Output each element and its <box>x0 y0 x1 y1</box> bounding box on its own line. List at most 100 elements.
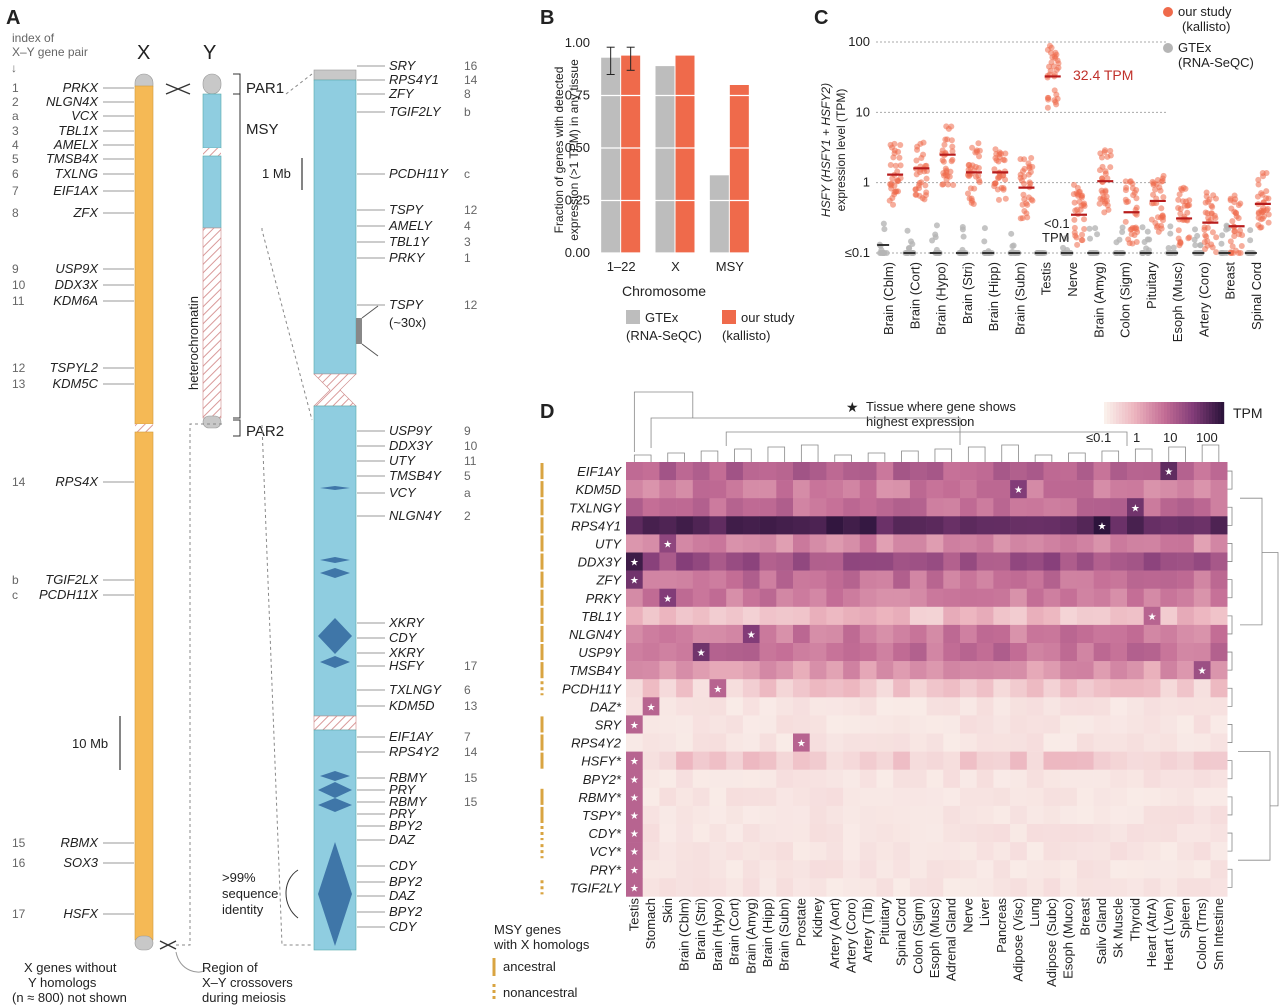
heatmap-cell <box>676 860 694 879</box>
c-ours-point <box>949 143 956 150</box>
heatmap-cell <box>1093 733 1111 752</box>
y-gene-name: BPY2 <box>389 904 423 919</box>
panel-b-label: B <box>540 7 554 29</box>
x-gene-name: TBL1X <box>58 123 99 138</box>
heatmap-cell <box>826 787 844 807</box>
heatmap-cell <box>859 516 877 535</box>
heatmap-cell <box>759 570 777 589</box>
heatmap-cell <box>1177 878 1195 897</box>
heatmap-cell <box>726 570 744 589</box>
heatmap-cell <box>793 860 810 879</box>
c-ours-point <box>916 179 923 186</box>
heatmap-cell <box>642 697 660 716</box>
heatmap-cell <box>1193 824 1211 843</box>
c-ours-point <box>1074 241 1081 248</box>
heatmap-cell <box>659 697 677 716</box>
heatmap-cell <box>709 715 727 734</box>
heatmap-cell <box>1193 715 1211 734</box>
heatmap-cell <box>960 552 977 571</box>
heatmap-cell <box>826 733 844 752</box>
heatmap-cell <box>1060 624 1078 644</box>
heatmap-cell <box>776 552 794 571</box>
heatmap-cell <box>692 842 710 861</box>
colorbar-segment <box>1188 402 1192 424</box>
heatmap-cell <box>859 552 877 571</box>
heatmap-cell <box>659 860 677 879</box>
c-gtex-point <box>1167 223 1174 230</box>
heatmap-cell <box>776 787 794 807</box>
c-ours-point <box>964 172 971 179</box>
y-gene-index: 3 <box>464 235 471 249</box>
heatmap-cell <box>1143 588 1161 608</box>
heatmap-cell <box>809 516 827 535</box>
c-ours-point <box>1148 216 1155 223</box>
colorbar-segment <box>1176 402 1180 424</box>
c-gtex-point <box>1144 228 1151 235</box>
colorbar-segment <box>1170 402 1174 424</box>
heatmap-cell <box>776 498 794 517</box>
c-ours-point <box>1002 176 1009 183</box>
c-ours-point <box>1158 205 1165 212</box>
heatmap-cell <box>1143 570 1161 589</box>
heatmap-cell <box>909 624 927 644</box>
heatmap-cell <box>776 462 794 481</box>
heatmap-cell <box>976 588 994 608</box>
heatmap-row-label: DAZ* <box>590 699 622 714</box>
heatmap-cell <box>1177 715 1195 734</box>
heatmap-cell <box>1193 480 1211 499</box>
colorbar-segment <box>1215 402 1219 424</box>
heatmap-cell <box>759 733 777 752</box>
y-par2-cap <box>202 415 222 429</box>
heatmap-cell <box>742 480 760 499</box>
heatmap-cell <box>976 878 994 897</box>
heatmap-cell <box>776 516 794 535</box>
c-ours-point <box>1071 199 1078 206</box>
highest-expression-star-icon: ★ <box>630 720 639 731</box>
heatmap-cell <box>676 534 694 553</box>
heatmap-column-label: Brain (Stri) <box>693 898 708 960</box>
heatmap-cell <box>1076 643 1094 662</box>
heatmap-cell <box>826 805 844 825</box>
heatmap-cell <box>843 715 861 734</box>
heatmap-cell <box>726 860 744 879</box>
y-gene-name: AMELY <box>388 218 433 233</box>
x-gene-index: 2 <box>12 95 19 109</box>
heatmap-cell <box>1143 606 1161 626</box>
c-ours-point <box>897 162 904 169</box>
heatmap-cell <box>960 715 977 734</box>
crossover-marker-par2 <box>159 940 177 950</box>
heatmap-cell <box>742 697 760 716</box>
heatmap-cell <box>893 606 911 626</box>
heatmap-cell <box>960 570 977 589</box>
heatmap-cell <box>976 715 994 734</box>
c-ours-point <box>914 146 921 153</box>
heatmap-cell <box>1043 769 1061 789</box>
y-gene-index: c <box>464 167 470 181</box>
highest-expression-star-icon: ★ <box>747 630 756 641</box>
c-ours-point <box>1072 207 1079 214</box>
heatmap-cell <box>876 534 894 553</box>
c-ours-point <box>1097 195 1104 202</box>
c-ours-point <box>1206 196 1213 203</box>
heatmap-cell <box>1026 643 1044 662</box>
heatmap-cell <box>993 751 1011 770</box>
heatmap-cell <box>659 462 677 481</box>
heatmap-cell <box>1093 842 1111 861</box>
heatmap-cell <box>809 462 827 481</box>
heatmap-cell <box>709 679 727 698</box>
heatmap-cell <box>676 878 694 897</box>
palindrome-marker <box>318 798 352 812</box>
heatmap-cell <box>726 697 744 716</box>
row-dendrogram-branch <box>1226 543 1233 562</box>
colorbar-segment <box>1164 402 1168 424</box>
heatmap-cell <box>1110 751 1128 770</box>
heatmap-cell <box>843 643 861 662</box>
y-gene-name: TBL1Y <box>389 234 430 249</box>
c-ours-point <box>1160 194 1167 201</box>
heatmap-cell <box>793 552 810 571</box>
heatmap-cell <box>993 624 1011 644</box>
heatmap-cell <box>676 570 694 589</box>
heatmap-cell <box>1060 805 1078 825</box>
c-ours-point <box>943 176 950 183</box>
heatmap-cell <box>976 824 994 843</box>
